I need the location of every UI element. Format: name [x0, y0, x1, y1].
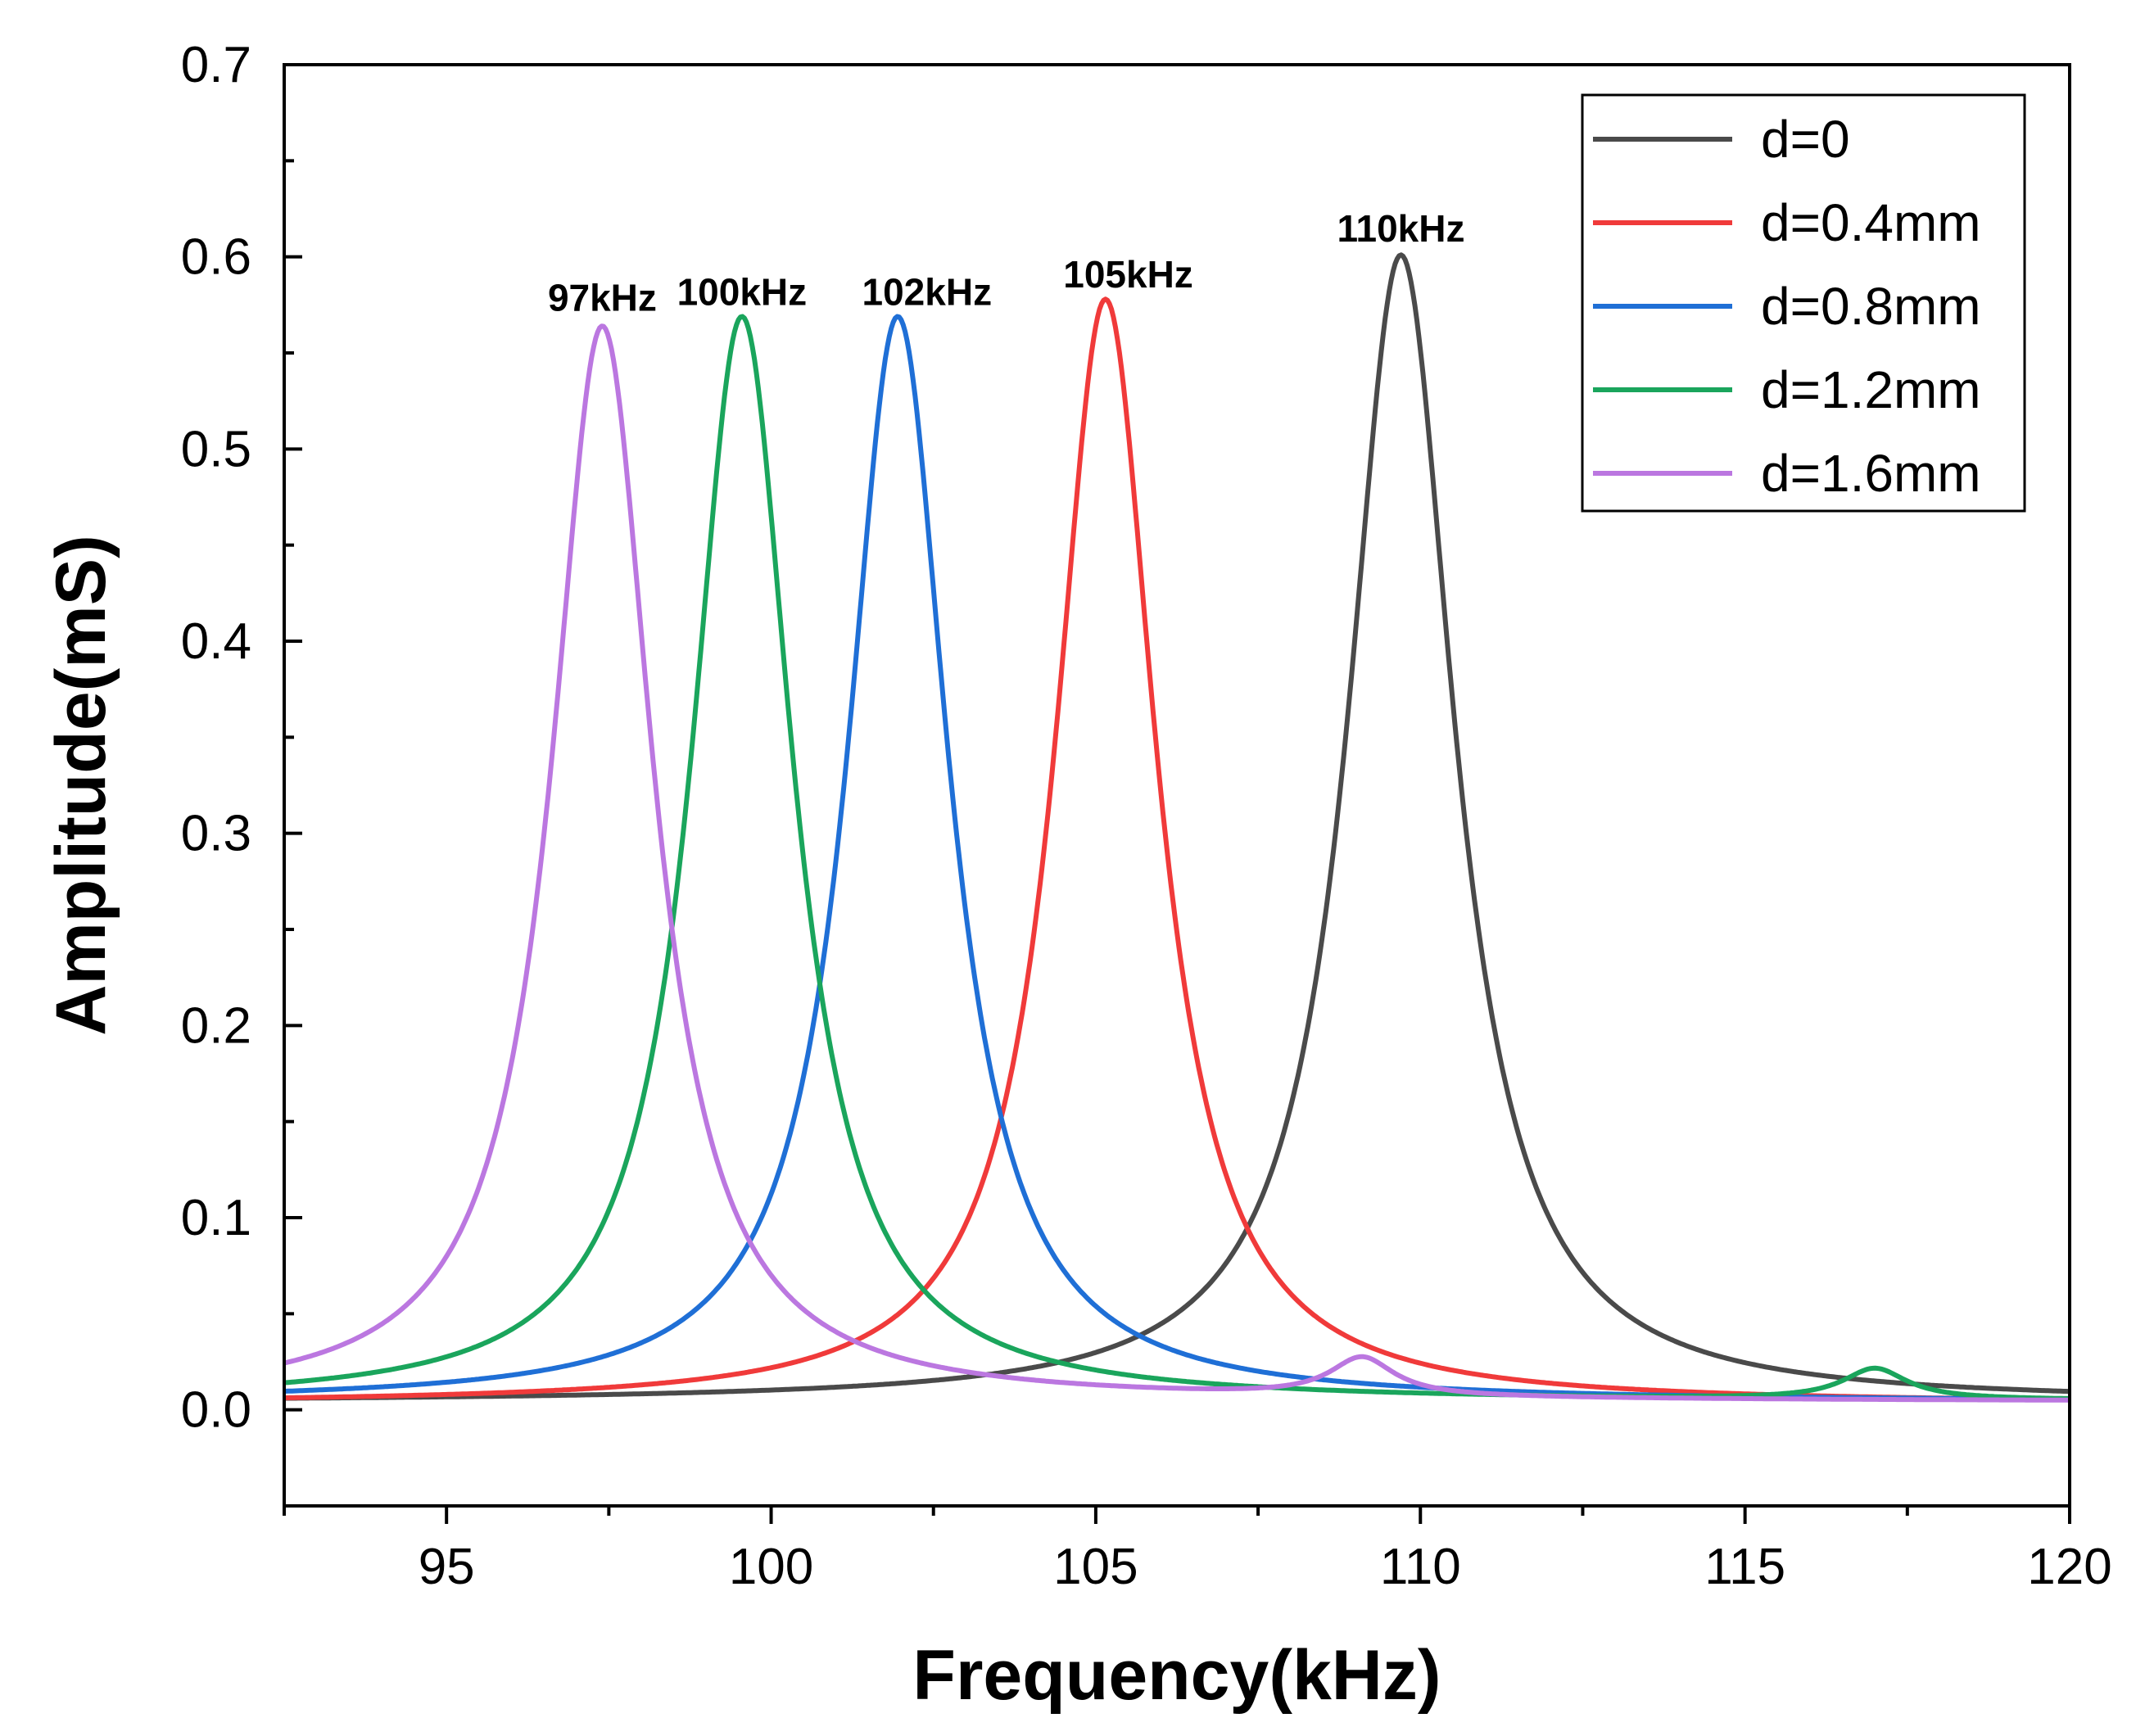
peak-label: 100kHz [677, 270, 808, 313]
y-tick-label: 0.3 [181, 806, 251, 862]
y-tick-label: 0.6 [181, 229, 251, 286]
legend-label: d=0.8mm [1761, 277, 1981, 336]
legend-label: d=1.2mm [1761, 360, 1981, 419]
legend: d=0 d=0.4mm d=0.8mm d=1.2mm d=1.6mm [1581, 93, 2026, 513]
x-tick-label: 100 [729, 1539, 813, 1595]
x-tick-label: 95 [419, 1539, 475, 1595]
legend-label: d=1.6mm [1761, 444, 1981, 503]
legend-box [1581, 93, 2026, 513]
x-tick-label: 120 [2027, 1539, 2111, 1595]
y-axis: 0.0 0.1 0.2 0.3 0.4 0.5 0.6 0.7 [181, 37, 302, 1439]
x-tick-label: 110 [1380, 1539, 1461, 1595]
y-tick-label: 0.2 [181, 997, 251, 1054]
y-tick-label: 0.5 [181, 421, 251, 477]
y-tick-label: 0.0 [181, 1382, 251, 1439]
legend-label: d=0 [1761, 110, 1850, 169]
plot-frame [283, 63, 2071, 1508]
y-tick-label: 0.7 [181, 37, 251, 93]
y-axis-title: Amplitude(mS) [42, 535, 120, 1036]
peak-label: 105kHz [1063, 253, 1193, 296]
series-line-3 [283, 314, 2070, 1401]
peak-label: 97kHz [548, 276, 657, 319]
peak-label: 110kHz [1337, 207, 1464, 250]
series-line-0 [283, 252, 2070, 1401]
x-axis-title: Frequency(kHz) [912, 1636, 1441, 1715]
y-tick-label: 0.4 [181, 613, 251, 670]
peak-annotations: 97kHz 100kHz 102kHz 105kHz 110kHz [548, 207, 1465, 319]
peak-label: 102kHz [862, 270, 993, 313]
x-tick-label: 105 [1053, 1539, 1138, 1595]
x-axis: 95 100 105 110 115 120 [283, 1506, 2112, 1595]
x-tick-label: 115 [1704, 1539, 1785, 1595]
plot-curves [283, 252, 2070, 1403]
legend-label: d=0.4mm [1761, 193, 1981, 252]
series-line-4 [283, 323, 2070, 1403]
y-tick-label: 0.1 [181, 1190, 251, 1246]
